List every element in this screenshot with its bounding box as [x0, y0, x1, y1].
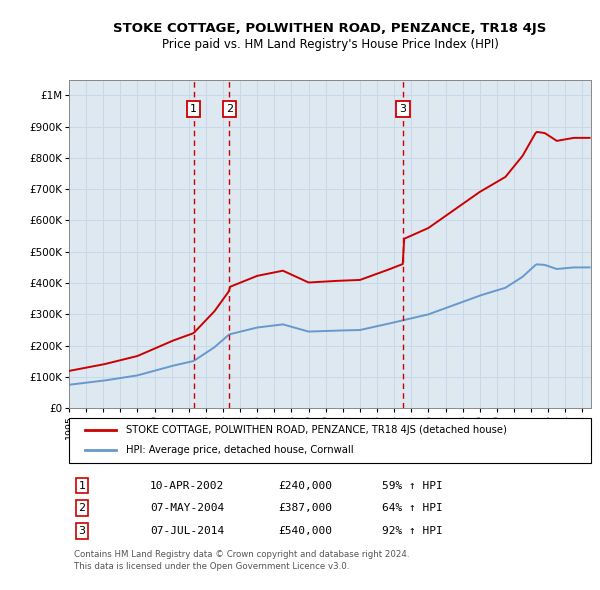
Text: Contains HM Land Registry data © Crown copyright and database right 2024.
This d: Contains HM Land Registry data © Crown c…: [74, 550, 410, 571]
Text: STOKE COTTAGE, POLWITHEN ROAD, PENZANCE, TR18 4JS (detached house): STOKE COTTAGE, POLWITHEN ROAD, PENZANCE,…: [127, 425, 507, 435]
Text: 10-APR-2002: 10-APR-2002: [150, 480, 224, 490]
Text: 1: 1: [79, 480, 86, 490]
Text: STOKE COTTAGE, POLWITHEN ROAD, PENZANCE, TR18 4JS: STOKE COTTAGE, POLWITHEN ROAD, PENZANCE,…: [113, 22, 547, 35]
Text: 2: 2: [79, 503, 86, 513]
Text: Price paid vs. HM Land Registry's House Price Index (HPI): Price paid vs. HM Land Registry's House …: [161, 38, 499, 51]
Text: 92% ↑ HPI: 92% ↑ HPI: [382, 526, 443, 536]
Text: £240,000: £240,000: [278, 480, 332, 490]
Text: 3: 3: [400, 104, 407, 114]
Text: £540,000: £540,000: [278, 526, 332, 536]
Text: 64% ↑ HPI: 64% ↑ HPI: [382, 503, 443, 513]
Text: 3: 3: [79, 526, 86, 536]
Text: 1: 1: [190, 104, 197, 114]
Text: 59% ↑ HPI: 59% ↑ HPI: [382, 480, 443, 490]
Text: £387,000: £387,000: [278, 503, 332, 513]
Text: HPI: Average price, detached house, Cornwall: HPI: Average price, detached house, Corn…: [127, 445, 354, 455]
Text: 07-MAY-2004: 07-MAY-2004: [150, 503, 224, 513]
Text: 07-JUL-2014: 07-JUL-2014: [150, 526, 224, 536]
Text: 2: 2: [226, 104, 233, 114]
FancyBboxPatch shape: [69, 418, 591, 463]
